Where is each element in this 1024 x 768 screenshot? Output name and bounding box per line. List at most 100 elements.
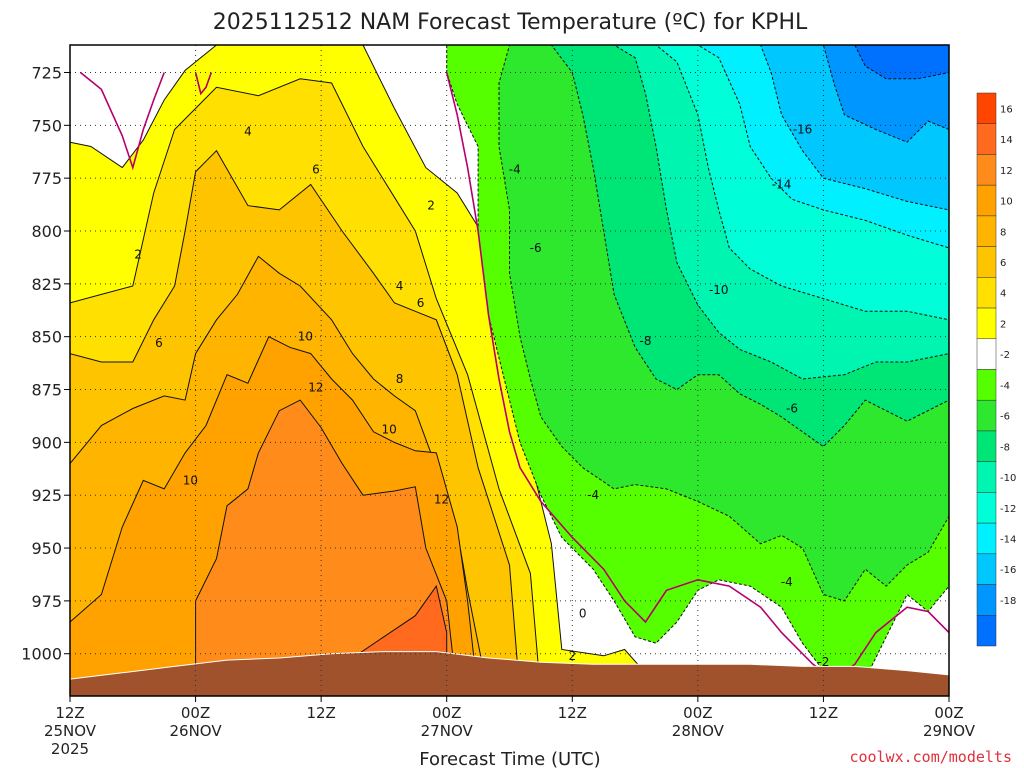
x-tick-label: 00Z (683, 704, 712, 722)
y-tick-label: 825 (31, 275, 62, 294)
colorbar-bin (976, 522, 997, 555)
colorbar-bin (976, 553, 997, 585)
contour-label: -10 (709, 283, 729, 297)
colorbar: 16 14 12 10 8 6 4 2 -2 -4 -6 -8 -10 -12 -14 -16 -18 (976, 92, 1016, 647)
y-tick-label: 900 (31, 433, 62, 452)
colorbar-label: 4 (1000, 289, 1006, 300)
contour-label: -6 (786, 402, 798, 416)
contour-label: 8 (396, 372, 404, 386)
zero-degree-lines (79, 71, 950, 681)
x-tick-label: 12Z (809, 704, 838, 722)
colorbar-label: -8 (1000, 442, 1010, 453)
contour-label: 0 (579, 607, 587, 621)
terrain (69, 651, 950, 697)
temperature-regions (69, 44, 950, 697)
colorbar-bin (976, 584, 997, 616)
contour-label: 2 (134, 247, 142, 261)
colorbar-bin (976, 184, 997, 217)
contour-label: -6 (530, 241, 542, 255)
colorbar-label: -10 (1000, 473, 1016, 484)
x-tick-label: 26NOV (170, 722, 223, 740)
colorbar-bin (976, 430, 997, 462)
x-axis-label: Forecast Time (UTC) (419, 749, 600, 768)
colorbar-label: -14 (1000, 534, 1016, 545)
colorbar-bin (976, 492, 997, 524)
colorbar-label: -4 (1000, 381, 1010, 392)
contour-label: 10 (382, 423, 397, 437)
plot-frame (69, 44, 950, 697)
y-tick-label: 850 (31, 328, 62, 347)
colorbar-bin (976, 399, 997, 432)
contour-label: 2 (568, 649, 576, 663)
y-axis-ticks: 725 750 775 800 825 850 875 900 925 950 975 1000 (21, 63, 70, 664)
region-warm-12 (195, 399, 458, 697)
contour-label: 6 (155, 336, 163, 350)
colorbar-bin (976, 615, 997, 647)
colorbar-label: -6 (1000, 412, 1010, 423)
x-tick-label: 28NOV (672, 722, 725, 740)
y-tick-label: 750 (31, 116, 62, 135)
colorbar-label: -16 (1000, 565, 1016, 576)
credit-text: coolwx.com/modelts (849, 748, 1012, 766)
colorbar-label: 2 (1000, 319, 1006, 330)
colorbar-bin (976, 154, 997, 186)
y-tick-label: 925 (31, 486, 62, 505)
y-tick-label: 975 (31, 592, 62, 611)
chart-title: 2025112512 NAM Forecast Temperature (ºC)… (213, 10, 808, 35)
x-tick-label: 12Z (306, 704, 335, 722)
colorbar-label: -12 (1000, 504, 1016, 515)
x-tick-label: 29NOV (923, 722, 976, 740)
colorbar-label: 14 (1000, 135, 1013, 146)
x-tick-label: 00Z (432, 704, 461, 722)
colorbar-label: 6 (1000, 258, 1006, 269)
y-tick-label: 800 (31, 222, 62, 241)
x-tick-label: 12Z (55, 704, 84, 722)
zero-line-left-2 (194, 72, 213, 96)
colorbar-label: 16 (1000, 104, 1013, 115)
colorbar-bin (976, 123, 997, 155)
contour-label: 2 (427, 199, 435, 213)
colorbar-bin (976, 277, 997, 309)
colorbar-bin (976, 369, 997, 401)
contour-label: -8 (640, 334, 652, 348)
contour-label: 4 (396, 279, 404, 293)
region-cold-18 (853, 44, 950, 80)
contour-label: 12 (434, 492, 449, 506)
x-tick-label: 12Z (558, 704, 587, 722)
contour-label: -16 (793, 123, 813, 137)
colorbar-bin (976, 215, 997, 247)
contour-label: 6 (417, 296, 425, 310)
colorbar-label: -18 (1000, 596, 1016, 607)
contour-label: -2 (817, 655, 829, 669)
colorbar-label: 8 (1000, 227, 1006, 238)
y-tick-label: 950 (31, 539, 62, 558)
contour-label: 10 (298, 330, 313, 344)
colorbar-bin (976, 338, 997, 370)
contour-label: -4 (587, 488, 599, 502)
x-tick-label: 00Z (934, 704, 963, 722)
x-tick-label: 00Z (181, 704, 210, 722)
colorbar-label: 10 (1000, 197, 1013, 208)
x-tick-label: 25NOV (44, 722, 97, 740)
y-tick-label: 725 (31, 63, 62, 82)
colorbar-bin (976, 461, 997, 493)
colorbar-bin (976, 307, 997, 340)
y-tick-label: 875 (31, 381, 62, 400)
contour-label: -14 (772, 178, 792, 192)
terrain-layer (69, 651, 950, 697)
zero-line-left-1 (79, 71, 165, 171)
colorbar-label: 12 (1000, 166, 1013, 177)
contour-label: 10 (183, 473, 198, 487)
y-tick-label: 775 (31, 169, 62, 188)
grid-lines (70, 45, 949, 696)
contour-label: 12 (308, 380, 323, 394)
zero-line-main (445, 72, 950, 681)
colorbar-label: -2 (1000, 350, 1010, 361)
y-tick-label: 1000 (21, 645, 62, 664)
contour-label: -4 (509, 163, 521, 177)
colorbar-bin (976, 246, 997, 278)
x-tick-label: 2025 (51, 740, 89, 758)
